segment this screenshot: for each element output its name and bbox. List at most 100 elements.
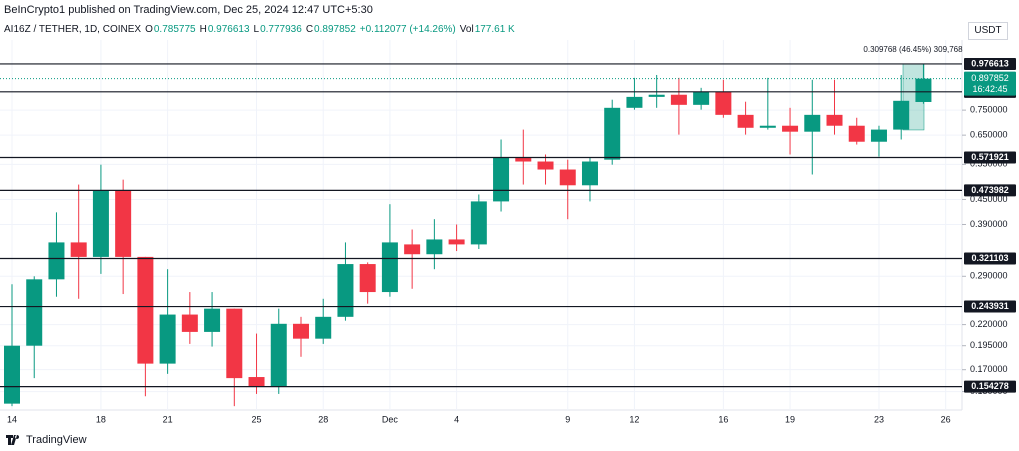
candle-body	[782, 125, 799, 132]
candle-body	[870, 129, 887, 142]
candle-body	[715, 91, 732, 115]
legend-item: H 0.976613	[200, 24, 250, 35]
x-tick-label: 4	[454, 414, 459, 424]
level-label: 0.321103	[971, 253, 1008, 263]
candle-body	[315, 316, 332, 339]
candle-body	[381, 242, 398, 293]
publisher: BeInCrypto1 published on TradingView.com…	[4, 4, 373, 16]
y-tick-label: 0.650000	[970, 130, 1008, 140]
candle-body	[826, 114, 843, 126]
x-tick-label: 25	[252, 414, 262, 424]
candle-body	[893, 100, 910, 130]
level-label-bg	[964, 184, 1016, 197]
x-tick-label: 14	[7, 414, 17, 424]
candle-body	[359, 264, 376, 293]
candle-body	[848, 125, 865, 142]
legend-label: H	[199, 24, 207, 35]
candle-body	[493, 157, 510, 202]
level-label-bg	[964, 57, 1016, 70]
change: +0.112077 (+14.26%)	[359, 24, 456, 35]
x-tick-label: 23	[874, 414, 884, 424]
candle-body	[248, 377, 265, 387]
candle-body	[737, 114, 754, 128]
x-tick-label: Dec	[382, 414, 399, 424]
candle-body	[604, 107, 621, 160]
level-label: 0.571921	[971, 152, 1009, 162]
brand-logo	[6, 435, 20, 445]
y-tick-label: 0.750000	[970, 105, 1008, 115]
brand: TradingView	[6, 434, 87, 446]
legend-value: 0.777936	[260, 24, 302, 35]
candle-body	[115, 190, 132, 257]
y-tick-label: 0.290000	[970, 271, 1008, 281]
level-label-bg	[964, 380, 1016, 393]
legend-label: L	[253, 24, 260, 35]
candle-body	[804, 114, 821, 132]
y-tick-label: 0.170000	[970, 364, 1008, 374]
candle-body	[181, 314, 198, 332]
countdown: 16:42:45	[972, 84, 1007, 94]
brand-name: TradingView	[26, 434, 87, 446]
level-label-bg	[964, 252, 1016, 265]
y-tick-label: 0.220000	[970, 319, 1008, 329]
level-label: 0.154278	[971, 381, 1009, 391]
candle-body	[4, 345, 20, 404]
candle-body	[404, 244, 421, 255]
x-tick-label: 19	[785, 414, 795, 424]
candle-body	[270, 323, 287, 387]
legend-value: 0.785775	[153, 24, 196, 35]
x-tick-label: 16	[718, 414, 728, 424]
volume-label: Vol	[459, 24, 474, 35]
x-tick-label: 28	[318, 414, 328, 424]
candle-body	[70, 242, 87, 257]
x-tick-label: 9	[565, 414, 570, 424]
candle-body	[470, 201, 487, 245]
candle-body	[337, 264, 354, 317]
candle-body	[92, 190, 109, 257]
candle-body	[693, 91, 710, 105]
volume: Vol 177.61 K	[460, 24, 515, 35]
candle-body	[292, 323, 309, 339]
x-tick-label: 21	[163, 414, 173, 424]
legend-value: 0.897852	[314, 24, 356, 35]
x-tick-label: 18	[96, 414, 106, 424]
level-label-bg	[964, 151, 1016, 164]
candle-body	[137, 256, 154, 364]
y-tick-label: 0.195000	[970, 340, 1008, 350]
level-label: 0.473982	[971, 185, 1009, 195]
level-label: 0.976613	[971, 58, 1009, 68]
candle-body	[515, 157, 532, 162]
legend-item: L 0.777936	[254, 24, 302, 35]
candle-body	[448, 239, 465, 245]
measure-label: 0.309768 (46.45%) 309,768	[863, 45, 963, 54]
candle-body	[759, 125, 776, 128]
legend-label: C	[305, 24, 314, 35]
symbol: AI16Z / TETHER, 1D, COINEX	[4, 24, 142, 35]
legend-value: 0.976613	[207, 24, 250, 35]
candle-body	[537, 161, 554, 170]
symbol-legend: AI16Z / TETHER, 1D, COINEX O 0.785775 H 0.…	[4, 24, 515, 35]
candle-body	[26, 279, 43, 346]
x-tick-label: 12	[629, 414, 639, 424]
volume-value: 177.61 K	[474, 24, 515, 35]
candle-body	[426, 239, 443, 255]
candle-body	[648, 94, 665, 97]
x-tick-label: 26	[941, 414, 951, 424]
y-tick-label: 0.450000	[970, 194, 1008, 204]
current-price-label: 0.897852	[971, 73, 1009, 83]
candle-body	[626, 96, 643, 108]
candle-body	[915, 78, 932, 102]
legend-item: C 0.897852	[306, 24, 356, 35]
level-label-bg	[964, 300, 1016, 313]
level-label: 0.243931	[971, 301, 1009, 311]
currency-button[interactable]: USDT	[968, 22, 1008, 40]
legend-item: O 0.785775	[145, 24, 196, 35]
current-price-bg	[964, 71, 1016, 96]
candle-body	[48, 242, 65, 280]
candle-body	[204, 308, 221, 332]
candle-body	[226, 308, 243, 379]
y-tick-label: 0.390000	[970, 219, 1008, 229]
legend-label: O	[145, 24, 153, 35]
